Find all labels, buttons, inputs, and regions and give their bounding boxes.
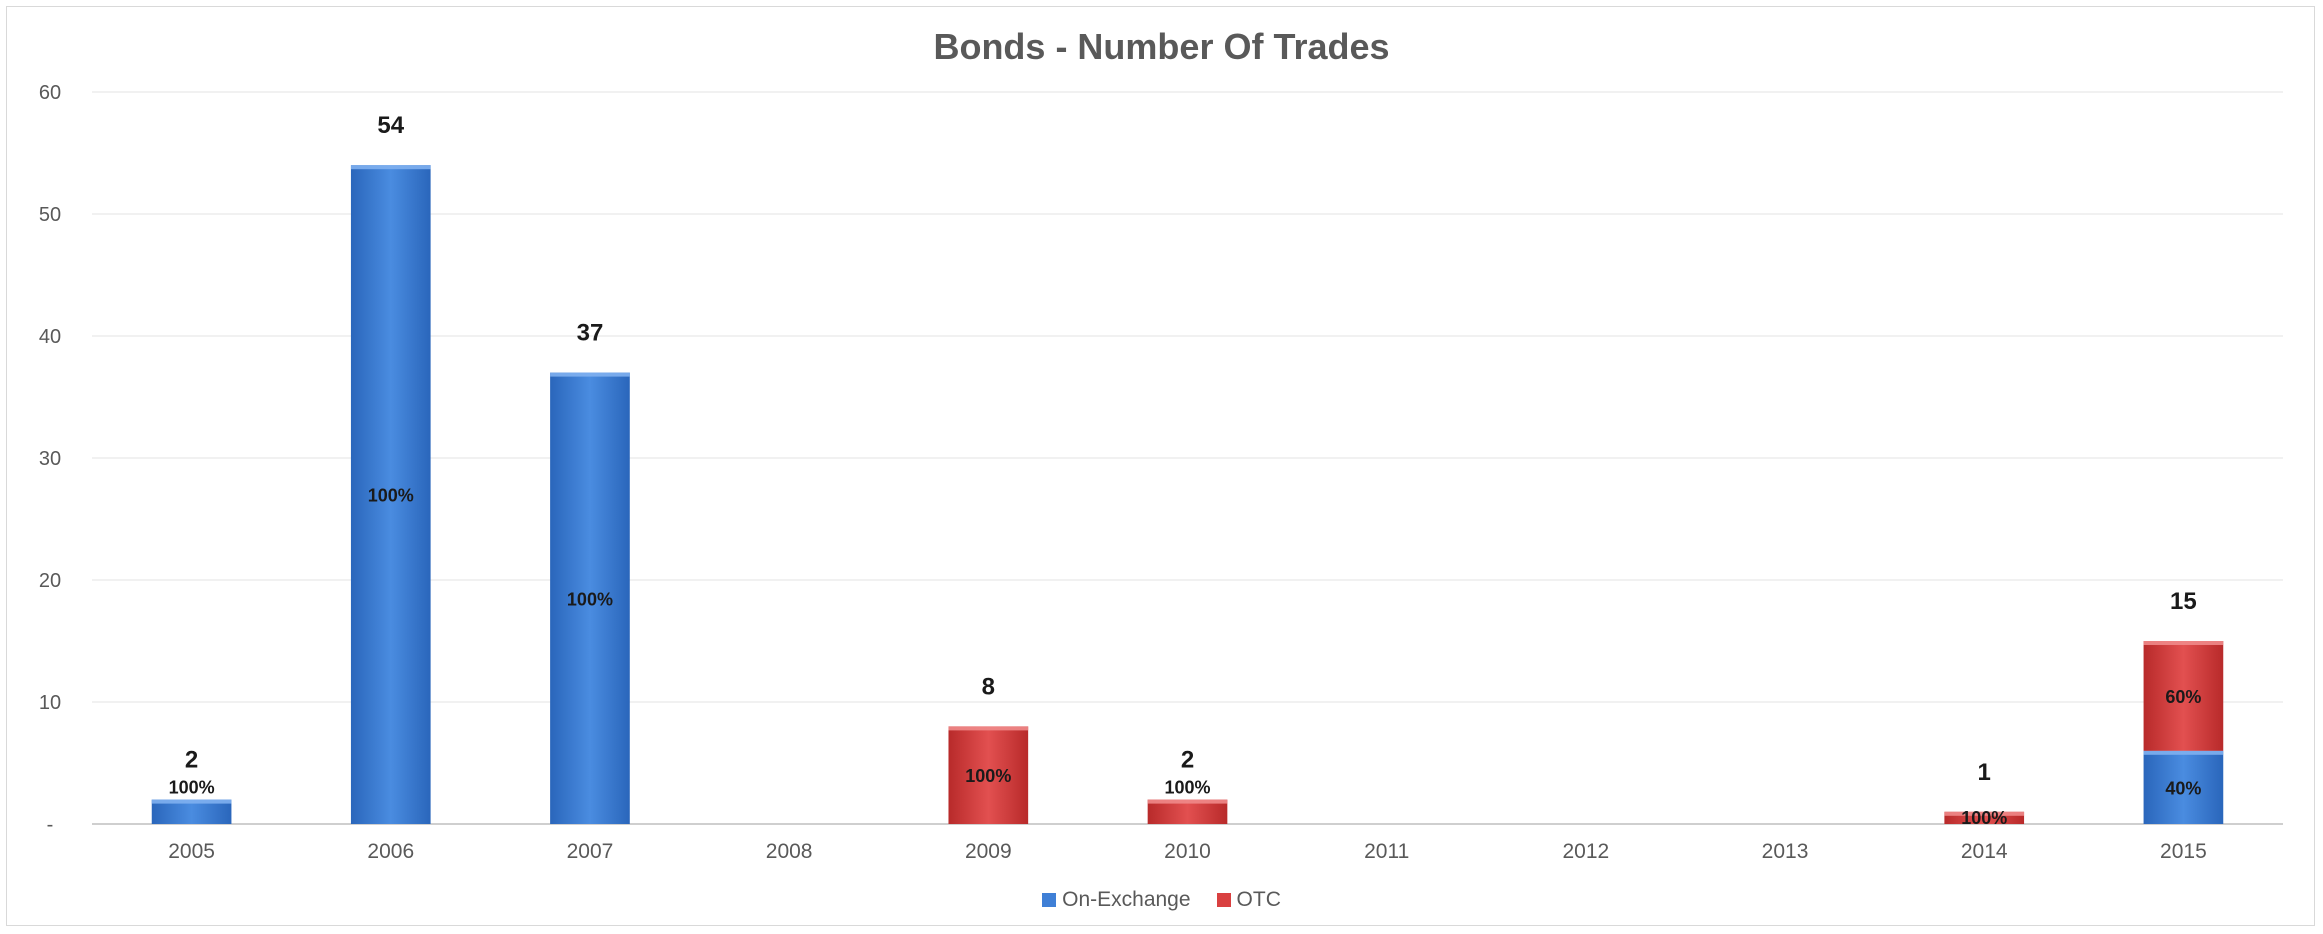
bar-on-exchange[interactable] bbox=[151, 799, 232, 824]
segment-percent-label: 40% bbox=[2165, 778, 2201, 798]
segment-percent-label: 100% bbox=[567, 589, 613, 609]
segment-percent-label: 100% bbox=[1961, 808, 2007, 828]
x-tick-label: 2013 bbox=[1762, 840, 1809, 863]
segment-percent-label: 100% bbox=[965, 766, 1011, 786]
bar-highlight bbox=[350, 165, 431, 170]
legend-swatch-on-exchange bbox=[1042, 893, 1057, 907]
total-label: 54 bbox=[377, 112, 404, 139]
segment-percent-label: 60% bbox=[2165, 687, 2201, 707]
x-tick-label: 2005 bbox=[168, 840, 215, 863]
legend: On-Exchange OTC bbox=[0, 888, 2323, 912]
y-tick-label: 60 bbox=[39, 82, 61, 104]
x-tick-label: 2007 bbox=[567, 840, 614, 863]
bar-highlight bbox=[550, 372, 630, 377]
bar-highlight bbox=[1147, 799, 1228, 804]
y-tick-label: 10 bbox=[39, 692, 61, 714]
segment-percent-label: 100% bbox=[1164, 778, 1210, 798]
legend-label-on-exchange: On-Exchange bbox=[1062, 888, 1191, 911]
y-tick-label: 30 bbox=[39, 448, 61, 470]
y-tick-label: - bbox=[47, 814, 54, 836]
segment-percent-label: 100% bbox=[169, 778, 215, 798]
total-label: 37 bbox=[577, 320, 604, 347]
chart-title: Bonds - Number Of Trades bbox=[933, 26, 1390, 67]
x-tick-label: 2011 bbox=[1364, 840, 1409, 863]
x-tick-label: 2009 bbox=[965, 840, 1012, 863]
total-label: 2 bbox=[1181, 747, 1194, 774]
x-tick-label: 2008 bbox=[766, 840, 813, 863]
x-tick-label: 2012 bbox=[1563, 840, 1610, 863]
x-tick-label: 2015 bbox=[2160, 840, 2207, 863]
bar-otc[interactable] bbox=[1147, 799, 1228, 824]
y-tick-label: 50 bbox=[39, 204, 61, 226]
bar-highlight bbox=[948, 726, 1029, 731]
total-label: 8 bbox=[982, 673, 995, 700]
total-label: 1 bbox=[1978, 759, 1991, 786]
chart-frame bbox=[6, 6, 2315, 926]
y-tick-label: 20 bbox=[39, 570, 61, 592]
legend-item-on-exchange[interactable]: On-Exchange bbox=[1042, 888, 1191, 912]
x-tick-label: 2006 bbox=[367, 840, 414, 863]
bar-highlight bbox=[151, 799, 232, 804]
bar-otc[interactable] bbox=[2143, 641, 2224, 751]
bar-highlight bbox=[1944, 811, 2025, 816]
legend-item-otc[interactable]: OTC bbox=[1216, 888, 1281, 912]
legend-swatch-otc bbox=[1216, 893, 1231, 907]
segment-percent-label: 100% bbox=[368, 486, 414, 506]
bar-on-exchange[interactable] bbox=[550, 372, 630, 824]
bar-on-exchange[interactable] bbox=[350, 165, 431, 824]
x-tick-label: 2010 bbox=[1164, 840, 1211, 863]
total-label: 15 bbox=[2170, 588, 2197, 615]
total-label: 2 bbox=[185, 747, 198, 774]
y-tick-label: 40 bbox=[39, 326, 61, 348]
bar-highlight bbox=[2143, 641, 2224, 645]
x-tick-label: 2014 bbox=[1961, 840, 2008, 863]
bar-otc[interactable] bbox=[948, 726, 1029, 824]
legend-label-otc: OTC bbox=[1236, 888, 1281, 911]
bar-on-exchange[interactable] bbox=[2143, 750, 2224, 824]
bar-highlight bbox=[2143, 750, 2224, 755]
